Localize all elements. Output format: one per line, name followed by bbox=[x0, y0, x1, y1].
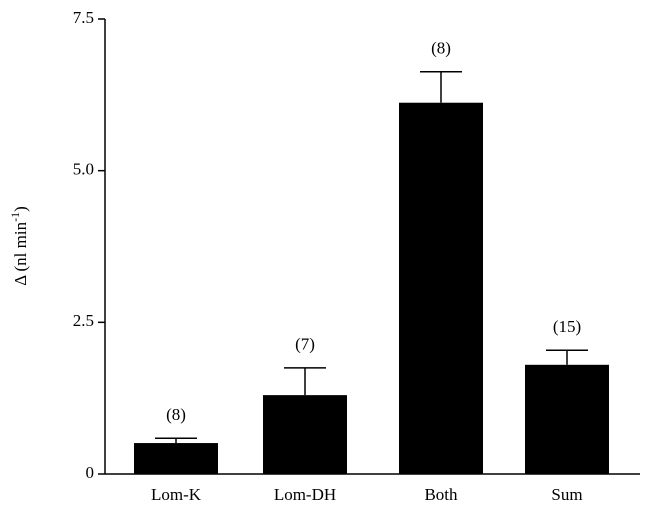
bar bbox=[525, 364, 609, 474]
n-label: (7) bbox=[295, 335, 315, 354]
n-label: (8) bbox=[166, 405, 186, 424]
bar bbox=[399, 102, 483, 474]
y-tick-label: 5.0 bbox=[73, 160, 94, 179]
y-label-text: Δ (nl min bbox=[11, 221, 30, 285]
y-tick-label: 0 bbox=[86, 463, 95, 482]
y-axis-label: Δ (nl min-1) bbox=[8, 206, 30, 286]
bar bbox=[134, 443, 218, 474]
y-label-end: ) bbox=[11, 206, 30, 212]
x-tick-label: Both bbox=[424, 485, 458, 504]
y-label-sup: -1 bbox=[8, 212, 22, 222]
y-tick-label: 7.5 bbox=[73, 8, 94, 27]
n-label: (8) bbox=[431, 39, 451, 58]
x-tick-label: Lom-K bbox=[151, 485, 202, 504]
y-tick-label: 2.5 bbox=[73, 311, 94, 330]
bar bbox=[263, 395, 347, 474]
n-label: (15) bbox=[553, 317, 581, 336]
x-tick-label: Lom-DH bbox=[274, 485, 336, 504]
x-tick-label: Sum bbox=[551, 485, 582, 504]
